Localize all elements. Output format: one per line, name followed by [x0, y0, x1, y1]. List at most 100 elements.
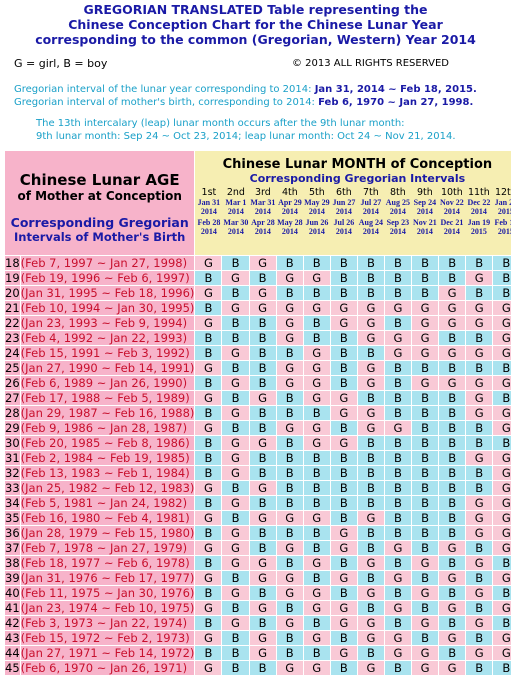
- age-subheading: Intervals of Mother's Birth: [14, 230, 186, 244]
- gender-cell: G: [302, 555, 331, 571]
- month-end-date: May 28: [277, 218, 303, 227]
- gender-cell: G: [302, 585, 331, 601]
- age: 30: [4, 435, 21, 451]
- birth-interval: (Feb 2, 1984 ~ Feb 19, 1985): [19, 450, 196, 466]
- gender-cell: B: [438, 270, 467, 286]
- gender-cell: G: [411, 660, 440, 676]
- birth-interval: (Feb 16, 1980 ~ Feb 4, 1981): [19, 510, 196, 526]
- gender-cell: G: [275, 540, 304, 556]
- gender-cell: G: [329, 600, 358, 616]
- gender-cell: B: [194, 555, 223, 571]
- month-start-date: Jun 27: [332, 198, 356, 207]
- gender-cell: B: [438, 450, 467, 466]
- gender-cell: G: [221, 270, 250, 286]
- gender-cell: B: [329, 660, 358, 676]
- gender-cell: G: [302, 660, 331, 676]
- month-label: 11th: [467, 187, 490, 198]
- gender-cell: B: [329, 420, 358, 436]
- gender-cell: G: [194, 570, 223, 586]
- birth-interval: (Feb 7, 1997 ~ Jan 27, 1998): [19, 255, 196, 271]
- gender-cell: G: [492, 630, 511, 646]
- birth-interval: (Jan 27, 1990 ~ Feb 14, 1991): [19, 360, 196, 376]
- gender-cell: B: [275, 630, 304, 646]
- gender-cell: B: [438, 510, 467, 526]
- chart-table: Chinese Lunar AGE of Mother at Conception…: [3, 150, 511, 676]
- info-value: Jan 31, 2014 ~ Feb 18, 2015.: [314, 84, 477, 95]
- gender-cell: G: [275, 585, 304, 601]
- gender-cell: G: [356, 630, 385, 646]
- gender-cell: G: [465, 315, 494, 331]
- birth-interval: (Feb 7, 1978 ~ Jan 27, 1979): [19, 540, 196, 556]
- month-end-year: 2014: [227, 227, 244, 236]
- age: 38: [4, 555, 21, 571]
- gender-cell: G: [302, 345, 331, 361]
- info: Gregorian interval of the lunar year cor…: [14, 83, 477, 109]
- gender-cell: G: [465, 525, 494, 541]
- month-end-date: Mar 30: [223, 218, 249, 227]
- gender-cell: G: [465, 495, 494, 511]
- gender-cell: G: [275, 315, 304, 331]
- age: 21: [4, 300, 21, 316]
- month-label: 4th: [281, 187, 298, 198]
- birth-interval: (Jan 25, 1982 ~ Feb 12, 1983): [19, 480, 196, 496]
- birth-interval: (Jan 28, 1979 ~ Feb 15, 1980): [19, 525, 196, 541]
- gender-cell: B: [383, 315, 413, 331]
- gender-cell: G: [329, 390, 358, 406]
- gender-cell: B: [411, 360, 440, 376]
- title-line: corresponding to the common (Gregorian, …: [35, 32, 476, 47]
- gender-cell: B: [356, 465, 385, 481]
- gender-cell: G: [275, 375, 304, 391]
- gender-cell: G: [383, 645, 413, 661]
- month-end-year: 2015: [470, 227, 487, 236]
- gender-cell: B: [383, 405, 413, 421]
- gender-cell: B: [329, 285, 358, 301]
- gender-cell: B: [492, 435, 511, 451]
- gender-cell: B: [438, 555, 467, 571]
- month-end-year: 2014: [443, 227, 460, 236]
- gender-cell: G: [302, 360, 331, 376]
- gender-cell: G: [302, 300, 331, 316]
- gender-cell: G: [411, 645, 440, 661]
- gender-cell: B: [302, 540, 331, 556]
- birth-interval: (Feb 15, 1991 ~ Feb 3, 1992): [19, 345, 196, 361]
- gender-cell: G: [221, 525, 250, 541]
- gender-cell: B: [438, 495, 467, 511]
- gender-cell: G: [221, 465, 250, 481]
- gender-cell: B: [248, 360, 277, 376]
- data-row: 28 (Jan 29, 1987 ~ Feb 16, 1988) B G B B B G G B B…: [4, 405, 511, 421]
- age: 25: [4, 360, 21, 376]
- gender-cell: B: [438, 615, 467, 631]
- birth-interval: (Feb 3, 1973 ~ Jan 22, 1974): [19, 615, 196, 631]
- month-start-date: Mar 1: [225, 198, 247, 207]
- gender-cell: G: [194, 255, 223, 271]
- gender-cell: G: [221, 345, 250, 361]
- gender-cell: B: [302, 525, 331, 541]
- gender-cell: B: [383, 390, 413, 406]
- birth-interval: (Feb 10, 1994 ~ Jan 30, 1995): [19, 300, 196, 316]
- legend: G = girl, B = boy: [14, 57, 108, 70]
- gender-cell: B: [302, 570, 331, 586]
- gender-cell: B: [275, 495, 304, 511]
- birth-interval: (Feb 17, 1988 ~ Feb 5, 1989): [19, 390, 196, 406]
- gender-cell: B: [329, 480, 358, 496]
- data-row: 29 (Feb 9, 1986 ~ Jan 28, 1987) G B B G G B G G B B…: [4, 420, 511, 436]
- month-start-year: 2014: [200, 207, 217, 216]
- gender-cell: G: [356, 360, 385, 376]
- gender-cell: B: [492, 615, 511, 631]
- gender-cell: B: [302, 645, 331, 661]
- gender-cell: B: [275, 435, 304, 451]
- birth-interval: (Feb 6, 1970 ~ Jan 26, 1971): [19, 660, 196, 676]
- month-end-date: Dec 21: [440, 218, 464, 227]
- gender-cell: B: [302, 450, 331, 466]
- gender-cell: B: [465, 255, 494, 271]
- gender-cell: B: [275, 525, 304, 541]
- gender-cell: G: [438, 570, 467, 586]
- gender-cell: B: [248, 585, 277, 601]
- data-row: 42 (Feb 3, 1973 ~ Jan 22, 1974) B G B G B G G B G B…: [4, 615, 511, 631]
- gender-cell: B: [329, 375, 358, 391]
- gender-cell: B: [356, 345, 385, 361]
- gender-cell: G: [248, 255, 277, 271]
- gender-cell: G: [248, 570, 277, 586]
- month-start-year: 2014: [254, 207, 271, 216]
- data-row: 31 (Feb 2, 1984 ~ Feb 19, 1985) B G B B B B B B B B…: [4, 450, 511, 466]
